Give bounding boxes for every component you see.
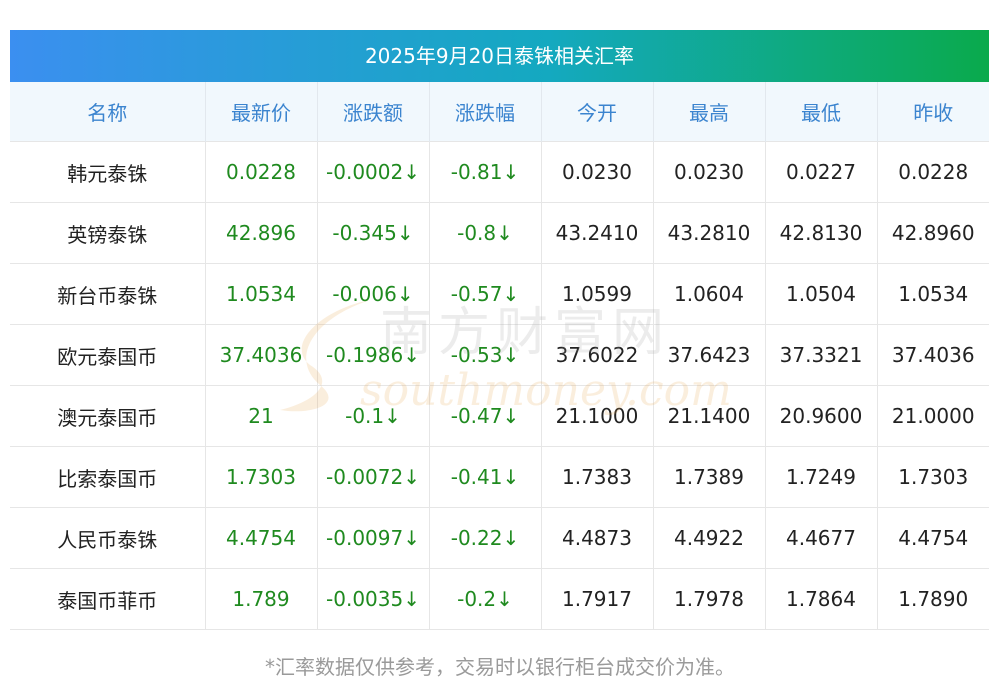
footnote: *汇率数据仅供参考，交易时以银行柜台成交价为准。 (265, 655, 735, 679)
value-cell: 1.7864 (765, 568, 878, 630)
value-cell: 4.4677 (765, 507, 878, 569)
value-cell: 1.0534 (205, 263, 318, 325)
value-cell: 1.0534 (877, 263, 989, 325)
value-cell: 21 (205, 385, 318, 447)
value-cell: -0.57↓ (429, 263, 542, 325)
pair-name-cell: 英镑泰铢 (10, 202, 206, 264)
value-cell: 4.4873 (541, 507, 654, 569)
column-header: 涨跌额 (317, 82, 430, 142)
column-header: 昨收 (877, 82, 989, 142)
column-header: 最低 (765, 82, 878, 142)
value-cell: 1.7389 (653, 446, 766, 508)
value-cell: 1.7890 (877, 568, 989, 630)
value-cell: 37.4036 (877, 324, 989, 386)
table-row: 韩元泰铢 0.0228 -0.0002↓ -0.81↓ 0.0230 0.0230 0.02… (10, 141, 989, 203)
value-cell: 1.0599 (541, 263, 654, 325)
value-cell: -0.8↓ (429, 202, 542, 264)
value-cell: 21.1400 (653, 385, 766, 447)
pair-name-cell: 泰国币菲币 (10, 568, 206, 630)
value-cell: 0.0228 (877, 141, 989, 203)
column-header: 名称 (10, 82, 206, 142)
value-cell: 43.2410 (541, 202, 654, 264)
value-cell: -0.1986↓ (317, 324, 430, 386)
column-header: 今开 (541, 82, 654, 142)
pair-name-cell: 欧元泰国币 (10, 324, 206, 386)
value-cell: -0.0072↓ (317, 446, 430, 508)
value-cell: -0.0097↓ (317, 507, 430, 569)
value-cell: 43.2810 (653, 202, 766, 264)
value-cell: 1.7249 (765, 446, 878, 508)
table-body: 韩元泰铢 0.0228 -0.0002↓ -0.81↓ 0.0230 0.0230 0.02… (10, 141, 989, 630)
table-row: 泰国币菲币 1.789 -0.0035↓ -0.2↓ 1.7917 1.7978 1.786… (10, 568, 989, 630)
column-header: 最高 (653, 82, 766, 142)
value-cell: 37.4036 (205, 324, 318, 386)
value-cell: 21.0000 (877, 385, 989, 447)
value-cell: -0.47↓ (429, 385, 542, 447)
value-cell: -0.2↓ (429, 568, 542, 630)
rate-table: 名称 最新价 涨跌额 涨跌幅 今开 最高 最低 昨收 韩元泰铢 0.0228 -0.… (10, 82, 989, 630)
value-cell: 4.4754 (877, 507, 989, 569)
column-header: 最新价 (205, 82, 318, 142)
value-cell: -0.41↓ (429, 446, 542, 508)
value-cell: 4.4754 (205, 507, 318, 569)
value-cell: -0.345↓ (317, 202, 430, 264)
value-cell: 37.6423 (653, 324, 766, 386)
value-cell: 42.8130 (765, 202, 878, 264)
value-cell: 1.7383 (541, 446, 654, 508)
value-cell: 1.7303 (877, 446, 989, 508)
table-row: 欧元泰国币 37.4036 -0.1986↓ -0.53↓ 37.6022 37.6423… (10, 324, 989, 386)
value-cell: 1.789 (205, 568, 318, 630)
value-cell: -0.006↓ (317, 263, 430, 325)
table-title: 2025年9月20日泰铢相关汇率 (10, 30, 989, 82)
value-cell: -0.1↓ (317, 385, 430, 447)
value-cell: -0.53↓ (429, 324, 542, 386)
value-cell: 37.6022 (541, 324, 654, 386)
table-row: 人民币泰铢 4.4754 -0.0097↓ -0.22↓ 4.4873 4.4922 4.4… (10, 507, 989, 569)
value-cell: -0.0035↓ (317, 568, 430, 630)
table-row: 澳元泰国币 21 -0.1↓ -0.47↓ 21.1000 21.1400 20.9600 2… (10, 385, 989, 447)
header-row: 名称 最新价 涨跌额 涨跌幅 今开 最高 最低 昨收 (10, 82, 989, 142)
value-cell: -0.81↓ (429, 141, 542, 203)
column-header: 涨跌幅 (429, 82, 542, 142)
pair-name-cell: 澳元泰国币 (10, 385, 206, 447)
value-cell: 0.0230 (653, 141, 766, 203)
value-cell: 0.0230 (541, 141, 654, 203)
rate-table-card: 2025年9月20日泰铢相关汇率 名称 最新价 涨跌额 涨跌幅 今开 最高 最低… (10, 30, 989, 630)
table-row: 新台币泰铢 1.0534 -0.006↓ -0.57↓ 1.0599 1.0604 1.05… (10, 263, 989, 325)
value-cell: 0.0227 (765, 141, 878, 203)
value-cell: 4.4922 (653, 507, 766, 569)
value-cell: 20.9600 (765, 385, 878, 447)
table-row: 英镑泰铢 42.896 -0.345↓ -0.8↓ 43.2410 43.2810 42.8… (10, 202, 989, 264)
value-cell: 1.7978 (653, 568, 766, 630)
pair-name-cell: 韩元泰铢 (10, 141, 206, 203)
pair-name-cell: 新台币泰铢 (10, 263, 206, 325)
pair-name-cell: 比索泰国币 (10, 446, 206, 508)
value-cell: 21.1000 (541, 385, 654, 447)
table-row: 比索泰国币 1.7303 -0.0072↓ -0.41↓ 1.7383 1.7389 1.7… (10, 446, 989, 508)
value-cell: 42.896 (205, 202, 318, 264)
value-cell: 42.8960 (877, 202, 989, 264)
value-cell: 1.0504 (765, 263, 878, 325)
value-cell: 1.0604 (653, 263, 766, 325)
value-cell: 1.7303 (205, 446, 318, 508)
value-cell: -0.0002↓ (317, 141, 430, 203)
value-cell: 0.0228 (205, 141, 318, 203)
value-cell: 37.3321 (765, 324, 878, 386)
value-cell: -0.22↓ (429, 507, 542, 569)
pair-name-cell: 人民币泰铢 (10, 507, 206, 569)
value-cell: 1.7917 (541, 568, 654, 630)
